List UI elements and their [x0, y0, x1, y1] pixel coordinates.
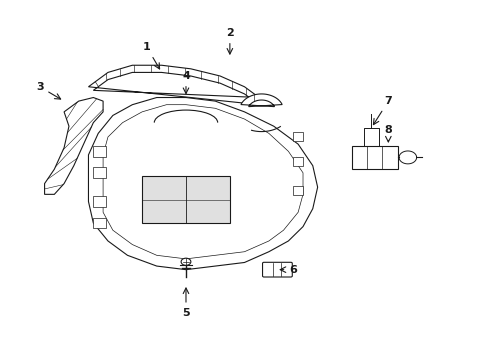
Polygon shape: [44, 98, 103, 194]
Text: 8: 8: [384, 125, 391, 142]
Text: 2: 2: [225, 28, 233, 54]
FancyBboxPatch shape: [262, 262, 292, 277]
Bar: [293, 186, 303, 195]
Text: 1: 1: [143, 42, 159, 69]
Circle shape: [181, 258, 190, 265]
Text: 7: 7: [373, 96, 391, 125]
Text: 4: 4: [182, 71, 189, 94]
Polygon shape: [241, 94, 282, 107]
Bar: [142, 176, 229, 223]
Bar: [93, 218, 105, 228]
Text: 3: 3: [36, 82, 61, 99]
Bar: [93, 196, 105, 207]
Bar: [293, 132, 303, 141]
Bar: [93, 146, 105, 157]
Text: 6: 6: [280, 265, 297, 275]
Bar: [351, 146, 397, 169]
Bar: [293, 157, 303, 166]
Bar: [93, 167, 105, 178]
Text: 5: 5: [182, 288, 189, 318]
Polygon shape: [88, 65, 259, 105]
Polygon shape: [88, 98, 317, 270]
